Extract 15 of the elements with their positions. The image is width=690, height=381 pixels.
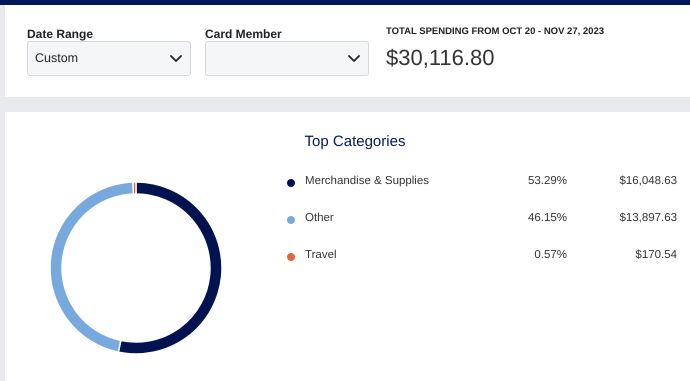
legend-label: Other [305, 212, 334, 224]
legend-label: Merchandise & Supplies [305, 175, 430, 187]
text: 0.57% [534, 249, 567, 261]
data-label: $13,897.63 [619, 212, 677, 224]
data-label: $170.54 [635, 249, 677, 261]
chart-title: Top Categories [304, 133, 406, 150]
text: Date Range [27, 27, 94, 41]
text: 53.29% [528, 175, 567, 187]
text: Card Member [205, 27, 282, 41]
text: 46.15% [528, 212, 567, 224]
text: $30,116.80 [386, 45, 494, 71]
chart-subtitle: TOTAL SPENDING FROM OCT 20 - NOV 27, 2023 [386, 26, 604, 37]
dropdown-field: Custom [27, 41, 191, 76]
legend-label: Travel [305, 249, 337, 261]
data-label: $16,048.63 [619, 175, 677, 187]
